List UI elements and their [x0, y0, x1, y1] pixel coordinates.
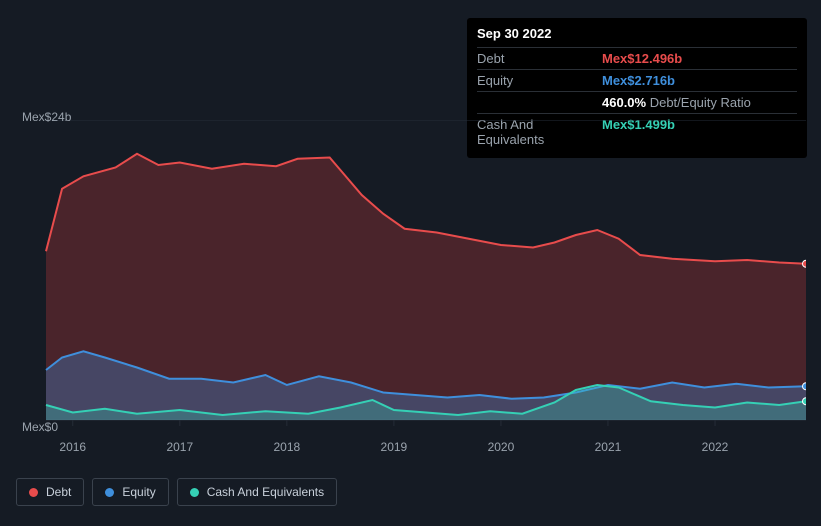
y-axis-label: Mex$0: [22, 420, 58, 434]
legend-item-cash-and-equivalents[interactable]: Cash And Equivalents: [177, 478, 337, 506]
tooltip-value: 460.0% Debt/Equity Ratio: [602, 95, 751, 110]
tooltip-value: Mex$12.496b: [602, 51, 682, 66]
x-axis-label: 2017: [166, 440, 193, 454]
tooltip-date: Sep 30 2022: [477, 26, 797, 47]
chart: Mex$24bMex$0 201620172018201920202021202…: [16, 120, 806, 440]
series-endpoint-marker: [803, 398, 807, 405]
y-axis-label: Mex$24b: [22, 110, 71, 124]
x-axis-label: 2016: [59, 440, 86, 454]
series-endpoint-marker: [803, 383, 807, 390]
tooltip-label: Equity: [477, 73, 602, 88]
tooltip-row: DebtMex$12.496b: [477, 47, 797, 69]
tooltip-label: [477, 95, 602, 110]
tooltip-row: EquityMex$2.716b: [477, 69, 797, 91]
x-axis-label: 2020: [488, 440, 515, 454]
legend-dot-icon: [29, 488, 38, 497]
x-axis-label: 2018: [273, 440, 300, 454]
legend-dot-icon: [190, 488, 199, 497]
legend-item-debt[interactable]: Debt: [16, 478, 84, 506]
legend: Debt Equity Cash And Equivalents: [16, 478, 337, 506]
legend-dot-icon: [105, 488, 114, 497]
tooltip-extra: Debt/Equity Ratio: [646, 95, 751, 110]
x-axis-label: 2019: [381, 440, 408, 454]
tooltip-label: Debt: [477, 51, 602, 66]
legend-label: Cash And Equivalents: [207, 485, 324, 499]
legend-item-equity[interactable]: Equity: [92, 478, 168, 506]
legend-label: Equity: [122, 485, 155, 499]
x-axis-label: 2022: [702, 440, 729, 454]
legend-label: Debt: [46, 485, 71, 499]
tooltip-row: 460.0% Debt/Equity Ratio: [477, 91, 797, 113]
series-endpoint-marker: [803, 260, 807, 267]
x-axis-label: 2021: [595, 440, 622, 454]
chart-plot: [16, 120, 806, 440]
tooltip-value: Mex$2.716b: [602, 73, 675, 88]
